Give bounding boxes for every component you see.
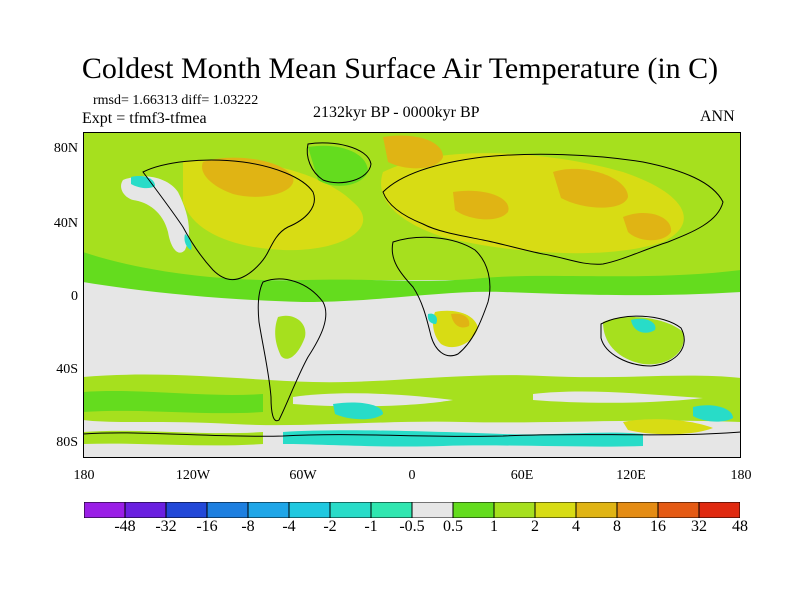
legend-label: 4 bbox=[572, 518, 580, 535]
stats-text: rmsd= 1.66313 diff= 1.03222 bbox=[93, 93, 259, 108]
legend-label: 8 bbox=[613, 518, 621, 535]
legend-swatch bbox=[206, 502, 249, 518]
legend-label: 48 bbox=[732, 518, 748, 535]
color-legend bbox=[84, 502, 740, 518]
x-tick-180e: 180 bbox=[730, 468, 752, 483]
legend-swatch bbox=[616, 502, 659, 518]
africa-outline bbox=[391, 236, 491, 357]
legend-swatch bbox=[411, 502, 454, 518]
north-pacific-cold-patch bbox=[121, 176, 189, 253]
nh-orange-patch-3 bbox=[553, 168, 628, 208]
y-tick-40s: 40S bbox=[56, 362, 78, 377]
eurasia-outline bbox=[382, 153, 724, 265]
antarctic-green-band bbox=[83, 430, 263, 446]
legend-swatch bbox=[84, 502, 126, 518]
legend-label: -1 bbox=[364, 518, 378, 535]
legend-swatch bbox=[288, 502, 331, 518]
greenland-outline bbox=[306, 142, 372, 184]
legend-label: -32 bbox=[155, 518, 177, 535]
south-america-green bbox=[275, 315, 306, 359]
south-america-outline bbox=[257, 278, 327, 422]
legend-swatch bbox=[493, 502, 536, 518]
legend-label: -4 bbox=[282, 518, 296, 535]
x-tick-120e: 120E bbox=[616, 468, 646, 483]
y-tick-80n: 80N bbox=[53, 141, 78, 156]
legend-swatch bbox=[452, 502, 495, 518]
legend-swatch bbox=[698, 502, 740, 518]
season-label: ANN bbox=[700, 108, 735, 125]
sh-neutral-gap-1 bbox=[293, 393, 453, 407]
madagascar-cyan bbox=[427, 313, 438, 324]
nh-orange-patch-2 bbox=[383, 135, 443, 169]
experiment-label: Expt = tfmf3-tfmea bbox=[82, 110, 207, 127]
y-tick-40n: 40N bbox=[53, 216, 78, 231]
legend-swatch bbox=[370, 502, 413, 518]
legend-label: 32 bbox=[691, 518, 707, 535]
legend-swatch bbox=[575, 502, 618, 518]
legend-label: 0.5 bbox=[443, 518, 463, 535]
x-tick-0: 0 bbox=[408, 468, 416, 483]
legend-label: -48 bbox=[114, 518, 136, 535]
legend-label: -0.5 bbox=[399, 518, 425, 535]
north-america-outline bbox=[142, 159, 315, 281]
legend-swatch bbox=[329, 502, 372, 518]
y-tick-80s: 80S bbox=[56, 435, 78, 450]
legend-label: -2 bbox=[323, 518, 337, 535]
sh-cyan-patch-3 bbox=[693, 405, 733, 422]
nh-orange-patch-4 bbox=[623, 212, 672, 241]
x-tick-120w: 120W bbox=[175, 468, 211, 483]
legend-label: -16 bbox=[196, 518, 218, 535]
legend-swatch bbox=[247, 502, 290, 518]
legend-swatch bbox=[124, 502, 167, 518]
australia-cyan bbox=[631, 318, 656, 333]
north-pacific-cyan-edge bbox=[131, 176, 155, 189]
temperature-map bbox=[83, 132, 741, 458]
legend-label: -8 bbox=[241, 518, 255, 535]
legend-swatch bbox=[165, 502, 208, 518]
sh-cyan-patch-1 bbox=[333, 402, 383, 420]
antarctic-yellow bbox=[623, 419, 713, 435]
legend-label: 1 bbox=[490, 518, 498, 535]
legend-swatch bbox=[534, 502, 577, 518]
map-frame bbox=[83, 132, 741, 458]
map-title: Coldest Month Mean Surface Air Temperatu… bbox=[81, 52, 719, 85]
period-label: 2132kyr BP - 0000kyr BP bbox=[313, 104, 480, 121]
legend-label: 2 bbox=[531, 518, 539, 535]
antarctica-outline bbox=[83, 431, 741, 437]
x-tick-60w: 60W bbox=[289, 468, 317, 483]
sh-neutral-gap-2 bbox=[533, 391, 703, 403]
x-tick-180w: 180 bbox=[73, 468, 95, 483]
nh-orange-patch-5 bbox=[453, 190, 509, 220]
y-tick-0: 0 bbox=[71, 289, 78, 304]
australia-green bbox=[603, 317, 684, 365]
north-pacific-cyan-edge-2 bbox=[184, 234, 192, 250]
legend-swatch bbox=[657, 502, 700, 518]
x-tick-60e: 60E bbox=[510, 468, 534, 483]
greenland-green bbox=[308, 145, 368, 186]
legend-label: 16 bbox=[650, 518, 666, 535]
nh-lower-green-band bbox=[83, 252, 741, 302]
australia-outline bbox=[600, 315, 685, 367]
sh-lower-green-band bbox=[83, 391, 263, 414]
south-africa-orange bbox=[451, 313, 470, 328]
